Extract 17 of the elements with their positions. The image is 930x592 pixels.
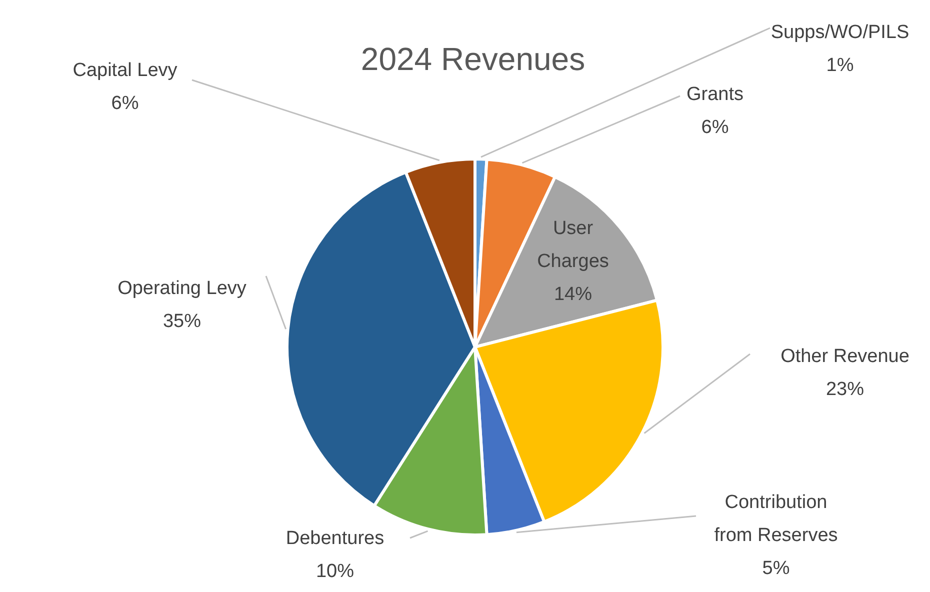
- slice-label: Other Revenue: [780, 346, 910, 367]
- slice-label: Contribution from Reserves: [714, 492, 838, 546]
- data-label: 10%: [316, 561, 354, 582]
- data-label: 14%: [554, 284, 592, 305]
- slice-label: Debentures: [286, 528, 384, 549]
- data-label: 23%: [826, 379, 864, 400]
- data-label: 6%: [701, 117, 729, 138]
- slice-label: Capital Levy: [72, 60, 178, 81]
- data-label: 6%: [111, 93, 139, 114]
- slice-label: User Charges: [537, 218, 609, 272]
- slice-label: Grants: [686, 84, 744, 105]
- slice-label: Supps/WO/PILS: [770, 22, 910, 43]
- data-label: 5%: [762, 558, 790, 579]
- slice-label: Operating Levy: [118, 278, 247, 299]
- data-label: 35%: [162, 311, 202, 332]
- data-label: 1%: [826, 55, 854, 76]
- text: 2024 Revenues: [360, 41, 586, 77]
